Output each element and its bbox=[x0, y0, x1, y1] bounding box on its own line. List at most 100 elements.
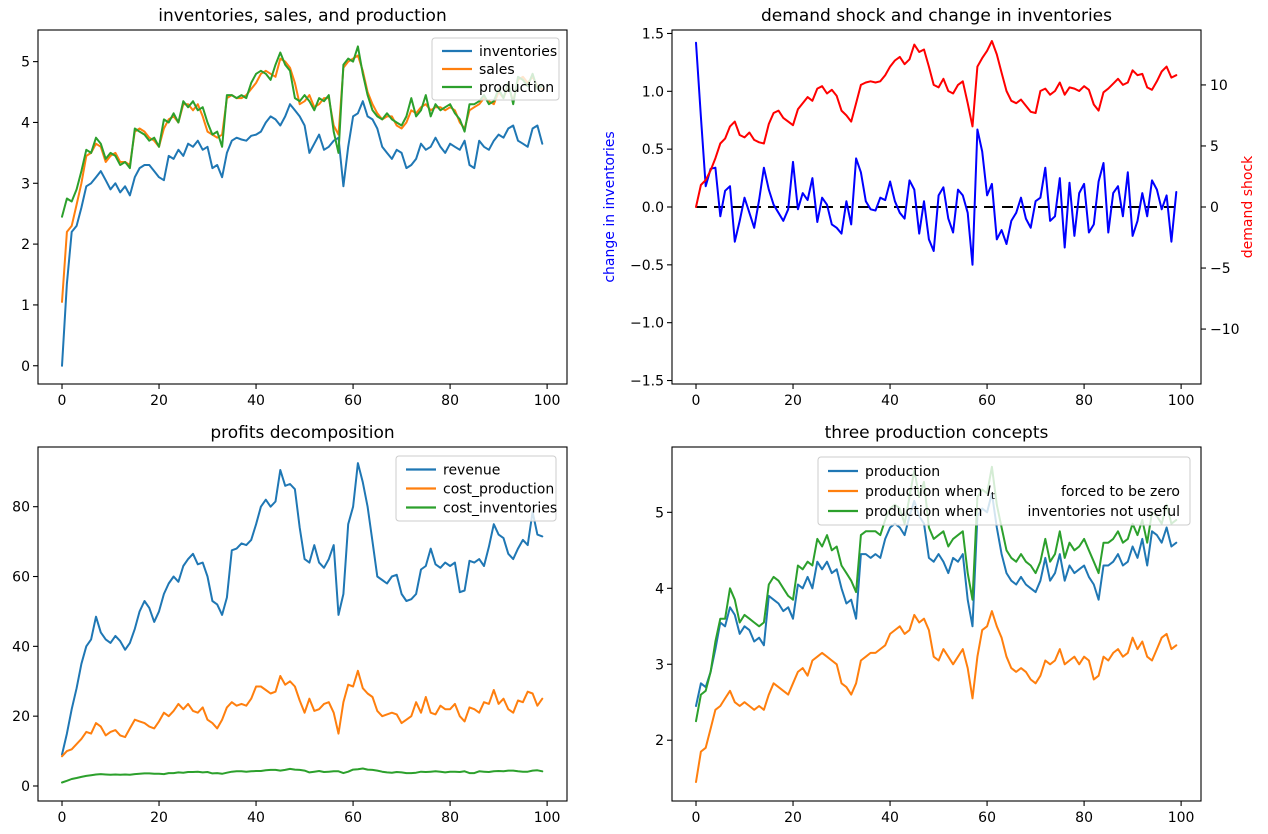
y-axis-ticks: 0 20 40 60 80 bbox=[12, 500, 38, 795]
right-y-tick-label: −5 bbox=[1210, 261, 1231, 277]
x-tick-label: 100 bbox=[534, 393, 561, 409]
series-cost-production-line bbox=[61, 669, 544, 758]
y-tick-label: 0.0 bbox=[642, 200, 664, 216]
y-axis-ticks: 2 3 4 5 bbox=[655, 505, 672, 749]
legend-label-sales: sales bbox=[479, 62, 515, 78]
y-tick-label: 2 bbox=[655, 733, 664, 749]
series-change-in-inventories-line bbox=[695, 41, 1178, 266]
x-tick-label: 40 bbox=[881, 810, 899, 826]
chart-title-2: profits decomposition bbox=[210, 423, 394, 443]
series-production-when-i-t-forced-to-be-zero-line bbox=[695, 610, 1178, 783]
y-tick-label: 0 bbox=[21, 779, 30, 795]
x-tick-label: 20 bbox=[150, 393, 168, 409]
right-y-tick-label: 0 bbox=[1210, 200, 1219, 216]
x-tick-label: 60 bbox=[978, 393, 996, 409]
x-tick-label: 100 bbox=[1168, 393, 1195, 409]
y-tick-label: 1 bbox=[21, 298, 30, 314]
series-cost-inventories-line bbox=[61, 767, 544, 784]
x-axis-ticks: 0 20 40 60 80 100 bbox=[58, 801, 561, 826]
y-tick-label: 20 bbox=[12, 709, 30, 725]
y-axis-ticks: 0 1 2 3 4 5 bbox=[21, 55, 38, 375]
series-production-when-inventories-not-useful-line bbox=[695, 465, 1178, 723]
series-production-line bbox=[695, 492, 1178, 707]
y-tick-label: 5 bbox=[21, 55, 30, 71]
y-tick-label: −1.5 bbox=[630, 374, 664, 390]
axes-frame bbox=[37, 446, 568, 802]
legend-label-production-when: production when bbox=[865, 504, 982, 520]
legend-label-production: production bbox=[865, 464, 940, 480]
x-tick-label: 80 bbox=[1075, 810, 1093, 826]
axes-frame bbox=[671, 446, 1202, 802]
chart-inventories-sales-and-production: 0 20 40 60 80 100 0 1 2 3 4 5 inventories, sales, an… bbox=[21, 6, 568, 409]
x-tick-label: 20 bbox=[784, 393, 802, 409]
legend-label-cost-production: cost_production bbox=[443, 482, 554, 498]
left-y-axis-label: change in inventories bbox=[602, 131, 618, 282]
legend-label-revenue: revenue bbox=[443, 463, 500, 479]
x-tick-label: 100 bbox=[1168, 810, 1195, 826]
legend-label-forced-to-be-zero: forced to be zero bbox=[1061, 484, 1180, 500]
right-y-tick-label: 10 bbox=[1210, 78, 1228, 94]
x-tick-label: 0 bbox=[692, 810, 701, 826]
y-tick-label: 1.5 bbox=[642, 26, 664, 42]
legend: inventories sales production bbox=[431, 37, 560, 101]
legend: revenue cost_production cost_inventories bbox=[395, 455, 557, 522]
series-demand-shock-line bbox=[695, 40, 1178, 208]
x-tick-label: 60 bbox=[344, 393, 362, 409]
legend-frame bbox=[395, 455, 557, 522]
x-tick-label: 20 bbox=[784, 810, 802, 826]
right-y-axis-ticks: −10 −5 0 5 10 bbox=[1201, 78, 1240, 338]
x-axis-ticks: 0 20 40 60 80 100 bbox=[58, 384, 561, 409]
x-tick-label: 80 bbox=[1075, 393, 1093, 409]
axes-frame bbox=[37, 29, 568, 385]
legend-frame bbox=[431, 37, 560, 101]
chart-title-0: inventories, sales, and production bbox=[158, 6, 447, 26]
x-tick-label: 40 bbox=[247, 393, 265, 409]
y-tick-label: 60 bbox=[12, 570, 30, 586]
right-y-tick-label: −10 bbox=[1210, 322, 1240, 338]
legend-label-cost-inventories: cost_inventories bbox=[443, 501, 557, 517]
x-tick-label: 40 bbox=[247, 810, 265, 826]
series-production-line bbox=[61, 45, 544, 218]
x-tick-label: 0 bbox=[58, 393, 67, 409]
y-tick-label: 0.5 bbox=[642, 142, 664, 158]
x-tick-label: 60 bbox=[344, 810, 362, 826]
chart-demand-shock-and-change-in-inventories: 0 20 40 60 80 100−1.5−1.0−0.50.00.51.01.5−10−… bbox=[602, 6, 1256, 409]
y-tick-label: 40 bbox=[12, 639, 30, 655]
right-y-tick-label: 5 bbox=[1210, 139, 1219, 155]
x-tick-label: 80 bbox=[441, 393, 459, 409]
chart-profits-decomposition: 0 20 40 60 80 100 0 20 40 60 80 profits decompositi… bbox=[12, 423, 568, 826]
y-tick-label: 3 bbox=[21, 176, 30, 192]
y-tick-label: 3 bbox=[655, 657, 664, 673]
series-revenue-line bbox=[61, 462, 544, 756]
x-tick-label: 0 bbox=[58, 810, 67, 826]
chart-three-production-concepts: 0 20 40 60 80 100 2 3 4 5 three production concept… bbox=[655, 423, 1202, 826]
y-tick-label: −1.0 bbox=[630, 316, 664, 332]
legend-label-production-when-i-t: production when It bbox=[865, 484, 995, 502]
y-tick-label: 4 bbox=[21, 115, 30, 131]
axes-frame bbox=[671, 29, 1202, 385]
y-tick-label: 5 bbox=[655, 505, 664, 521]
chart-title-3: three production concepts bbox=[825, 423, 1049, 443]
y-tick-label: 80 bbox=[12, 500, 30, 516]
right-y-axis-label: demand shock bbox=[1240, 155, 1256, 258]
y-tick-label: 2 bbox=[21, 237, 30, 253]
chart-title-1: demand shock and change in inventories bbox=[761, 6, 1112, 26]
series-inventories-line bbox=[61, 100, 544, 367]
x-tick-label: 40 bbox=[881, 393, 899, 409]
legend-label-inventories-not-useful: inventories not useful bbox=[1028, 504, 1180, 520]
y-tick-label: 0 bbox=[21, 359, 30, 375]
x-axis-ticks: 0 20 40 60 80 100 bbox=[692, 801, 1195, 826]
y-tick-label: 1.0 bbox=[642, 84, 664, 100]
legend: production production when It forced to be… bbox=[817, 456, 1191, 526]
x-tick-label: 80 bbox=[441, 810, 459, 826]
legend-frame bbox=[817, 456, 1191, 526]
x-axis-ticks: 0 20 40 60 80 100 bbox=[692, 384, 1195, 409]
x-tick-label: 100 bbox=[534, 810, 561, 826]
legend-label-inventories: inventories bbox=[479, 44, 557, 60]
x-tick-label: 20 bbox=[150, 810, 168, 826]
x-tick-label: 60 bbox=[978, 810, 996, 826]
y-tick-label: 4 bbox=[655, 581, 664, 597]
y-axis-ticks: −1.5 −1.0 −0.5 0.0 0.5 1.0 1.5 bbox=[630, 26, 672, 390]
legend-label-production: production bbox=[479, 80, 554, 96]
